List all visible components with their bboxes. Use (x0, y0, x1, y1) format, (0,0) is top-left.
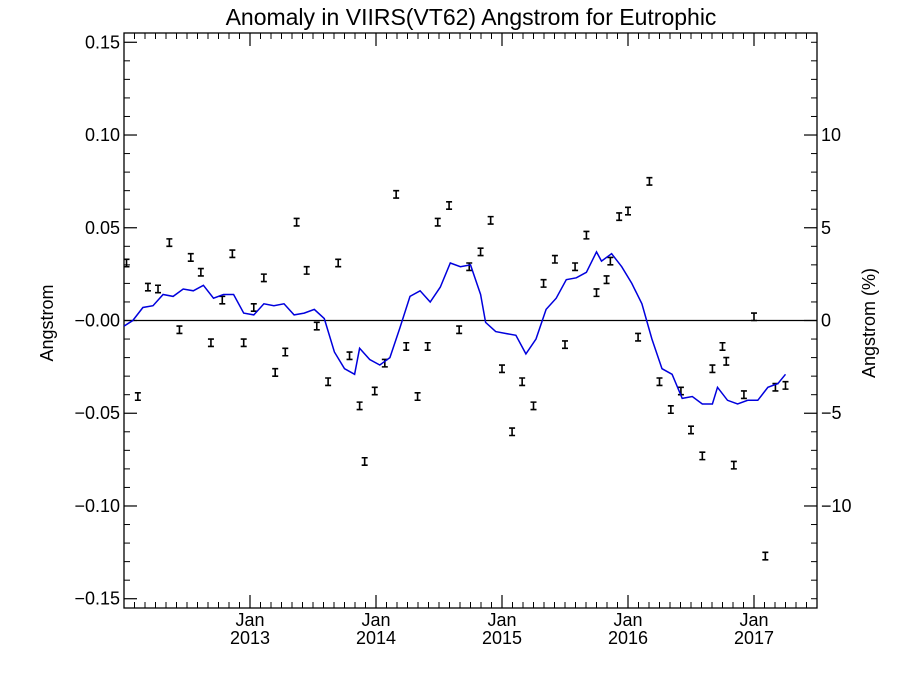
y-tick-label: −0.10 (74, 496, 120, 516)
x-tick-label-month: Jan (739, 610, 768, 630)
error-bar-point (250, 303, 257, 313)
series-line (123, 250, 787, 405)
x-tick-label-month: Jan (613, 610, 642, 630)
error-bar-point (346, 351, 353, 361)
error-bar-point (530, 401, 537, 411)
error-bar-point (477, 247, 484, 257)
error-bar-point (603, 275, 610, 285)
x-tick-label-year: 2013 (230, 628, 270, 648)
error-bar-point (219, 295, 226, 305)
error-bar-point (166, 238, 173, 248)
error-bar-point (730, 460, 737, 470)
error-bar-point (499, 364, 505, 374)
y-tick-label: −0.15 (74, 589, 120, 609)
error-bar-point (155, 284, 162, 294)
y-tick-label: −0.05 (74, 403, 120, 423)
error-bar-point (272, 367, 279, 377)
x-tick-label-year: 2014 (356, 628, 396, 648)
error-bar-point (335, 258, 342, 268)
y-right-tick-label: −5 (821, 403, 842, 423)
error-bar-point (635, 332, 642, 342)
x-tick-label-month: Jan (487, 610, 516, 630)
x-tick-label-year: 2016 (608, 628, 648, 648)
error-bar-point (709, 364, 716, 374)
y-axis-label-right: Angstrom (%) (859, 268, 879, 378)
error-bar-point (313, 321, 320, 331)
error-bar-point (551, 254, 558, 264)
y-right-tick-label: 10 (821, 125, 841, 145)
error-bar-point (466, 262, 473, 272)
error-bar-point (424, 341, 431, 351)
error-bar-point (371, 386, 378, 396)
error-bar-point (176, 325, 183, 335)
error-bar-point (303, 265, 310, 275)
error-bar-point (562, 340, 568, 350)
x-tick-label-year: 2017 (734, 628, 774, 648)
error-bar-point (782, 380, 789, 390)
x-tick-label-month: Jan (361, 610, 390, 630)
error-bar-point (260, 273, 267, 283)
error-bar-point (583, 230, 590, 240)
error-bar-point (282, 347, 289, 357)
error-bar-point (607, 256, 614, 266)
error-bar-point (446, 200, 453, 211)
error-bar-point (207, 338, 214, 348)
error-bar-point (688, 425, 694, 435)
error-bar-point (667, 405, 674, 415)
y-tick-label: −0.00 (74, 311, 120, 331)
x-tick-label-month: Jan (235, 610, 264, 630)
error-bar-point (519, 377, 526, 387)
error-bar-point (616, 212, 623, 222)
error-bar-point (593, 288, 600, 298)
error-bar-point (540, 278, 547, 288)
error-bar-point (187, 252, 194, 262)
x-tick-label-year: 2015 (482, 628, 522, 648)
y-tick-label: 0.10 (85, 125, 120, 145)
error-bar-point (403, 341, 410, 351)
error-bar-point (134, 392, 141, 402)
error-bar-point (656, 377, 663, 387)
error-bar-point (699, 451, 706, 461)
error-bar-point (572, 262, 579, 272)
error-bar-point (123, 258, 130, 268)
error-bar-point (751, 312, 757, 322)
error-bar-point (625, 206, 631, 216)
error-bar-point (240, 338, 247, 348)
error-bar-point (434, 217, 441, 227)
error-bar-point (740, 390, 747, 400)
y-right-tick-label: −10 (821, 496, 852, 516)
error-bar-point (356, 401, 363, 411)
error-bar-point (719, 341, 726, 351)
error-bar-point (456, 325, 463, 335)
error-bar-point (414, 392, 421, 402)
error-bar-point (229, 249, 236, 259)
y-tick-label: 0.05 (85, 218, 120, 238)
plot-area (123, 176, 817, 561)
error-bar-point (646, 176, 653, 186)
y-tick-label: 0.15 (85, 32, 120, 52)
error-bar-point (723, 356, 730, 366)
error-bar-point (487, 215, 494, 225)
axes: 0.15 0.10 0.05 −0.00 −0.05 −0.10 −0.15 10 5 0 −5 −1… (74, 32, 851, 648)
error-bar-point (144, 282, 151, 292)
error-bar-point (762, 551, 769, 561)
y-right-tick-label: 0 (821, 311, 831, 331)
error-bar-point (393, 189, 400, 199)
chart-title: Anomaly in VIIRS(VT62) Angstrom for Eutr… (226, 4, 717, 30)
error-bar-point (325, 377, 332, 387)
y-right-tick-label: 5 (821, 218, 831, 238)
error-bar-point (361, 456, 368, 466)
error-bar-point (197, 267, 204, 277)
y-axis-label: Angstrom (37, 284, 57, 361)
error-bar-point (293, 217, 300, 227)
error-bar-point (509, 427, 516, 437)
